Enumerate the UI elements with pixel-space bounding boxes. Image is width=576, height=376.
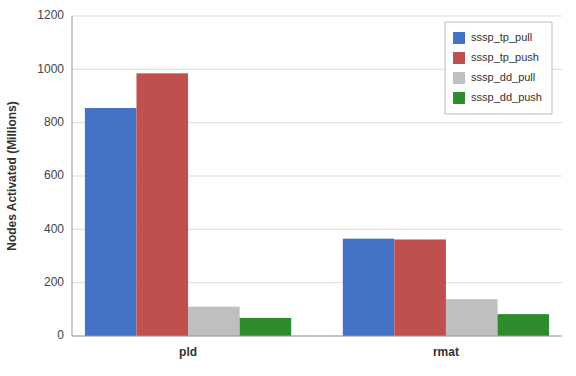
- chart: 0 200 400 600 800 1000 1200 pld rmat Nodes Activa…: [0, 0, 576, 376]
- y-axis-label: Nodes Activated (Millions): [5, 101, 19, 251]
- bar: [343, 239, 395, 336]
- legend-label: sssp_tp_pull: [471, 31, 532, 43]
- legend-swatch: [453, 52, 465, 64]
- y-axis-line: [72, 16, 73, 336]
- legend: sssp_tp_pull sssp_tp_push sssp_dd_pullsssp…: [445, 22, 552, 114]
- bar: [188, 307, 240, 336]
- legend-label: sssp_dd_push: [471, 91, 542, 103]
- legend-swatch: [453, 92, 465, 104]
- x-tick-label: pld: [179, 345, 197, 359]
- x-tick-label: rmat: [433, 345, 459, 359]
- y-tick-label: 1000: [37, 62, 64, 76]
- y-tick-label: 600: [44, 168, 64, 182]
- bar: [240, 318, 292, 336]
- bar: [394, 239, 446, 336]
- x-axis-line: [72, 336, 562, 337]
- bar: [446, 299, 498, 336]
- legend-swatch: [453, 72, 465, 84]
- y-tick-label: 0: [57, 328, 64, 342]
- legend-label: sssp_dd_pull: [471, 71, 535, 83]
- grid-line: [72, 16, 562, 17]
- bar: [498, 314, 550, 336]
- y-tick-label: 800: [44, 115, 64, 129]
- grid-line: [72, 336, 562, 337]
- legend-label: sssp_tp_push: [471, 51, 539, 63]
- legend-box: [445, 22, 552, 114]
- legend-swatch: [453, 32, 465, 44]
- bar: [136, 73, 188, 336]
- y-tick-label: 400: [44, 222, 64, 236]
- y-tick-label: 200: [44, 275, 64, 289]
- y-tick-label: 1200: [37, 8, 64, 22]
- bar: [85, 108, 137, 336]
